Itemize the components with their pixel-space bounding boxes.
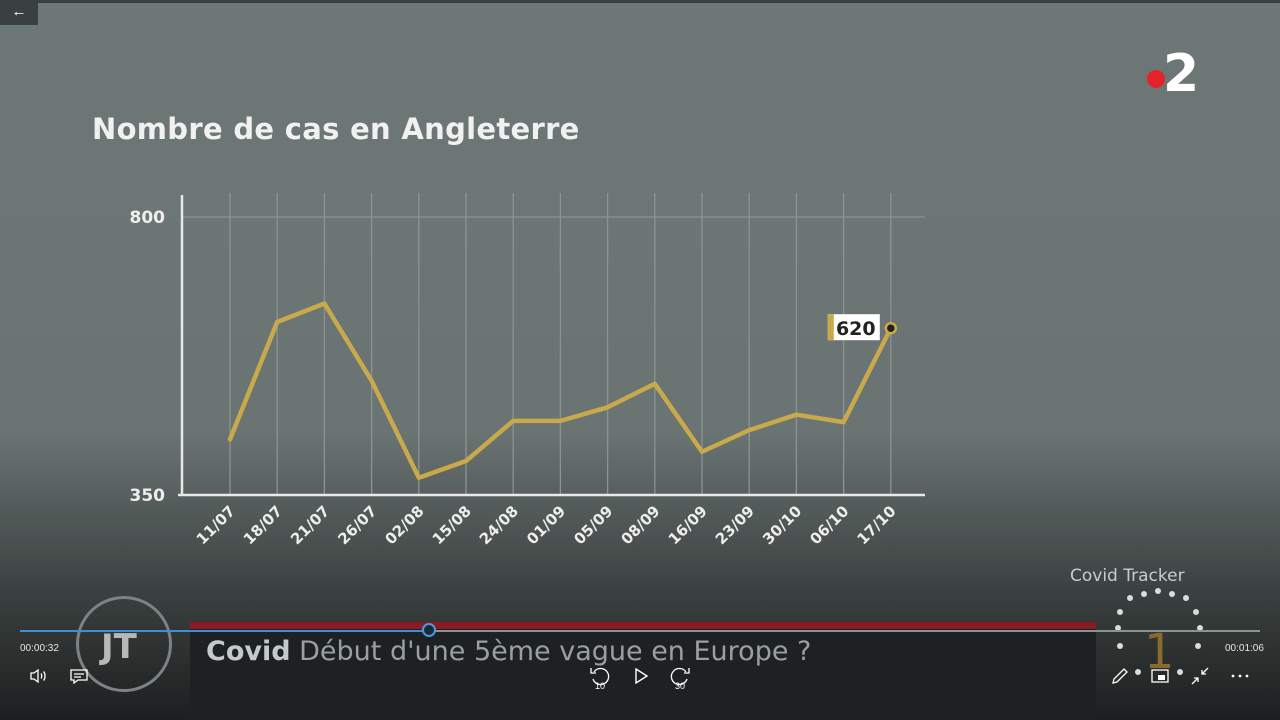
covid-tracker-label: Covid Tracker [1070, 566, 1185, 586]
pencil-icon [1112, 668, 1128, 684]
x-tick-label: 08/09 [618, 502, 664, 548]
arrow-left-icon: ← [11, 3, 27, 20]
skip-forward-label: 30 [675, 681, 686, 691]
show-logo-ring [76, 596, 172, 692]
play-icon [635, 667, 649, 685]
rewind-icon [590, 667, 610, 686]
title-bar [0, 0, 1280, 3]
channel-logo-dot [1147, 70, 1165, 88]
headline-topic: Covid [206, 636, 291, 667]
fast-forward-icon [670, 667, 690, 686]
callout-accent [827, 314, 834, 341]
covid-tracker-dial: 1 [1115, 588, 1203, 680]
back-button[interactable]: ← [0, 0, 38, 25]
y-tick-label: 800 [130, 208, 166, 228]
skip-back-button[interactable]: 10 [588, 664, 612, 691]
x-tick-label: 06/10 [806, 502, 852, 548]
x-tick-label: 05/09 [570, 502, 616, 548]
show-logo: JT [101, 627, 137, 667]
more-options-button[interactable] [1228, 664, 1252, 688]
x-tick-label: 18/07 [240, 502, 286, 548]
x-tick-label: 01/09 [523, 502, 569, 548]
skip-forward-button[interactable]: 30 [668, 664, 692, 691]
x-tick-label: 16/09 [665, 502, 711, 548]
chart-title: Nombre de cas en Angleterre [92, 112, 580, 146]
seek-bar-thumb[interactable] [422, 623, 437, 637]
x-tick-label: 26/07 [334, 502, 380, 548]
callout-box [827, 314, 880, 341]
captions-icon [70, 669, 88, 685]
captions-button[interactable] [67, 664, 91, 688]
channel-logo: 2 [1145, 44, 1209, 104]
callout-label: 620 [836, 318, 876, 340]
headline-text: Début d'une 5ème vague en Europe ? [299, 636, 812, 667]
channel-logo-number: 2 [1163, 44, 1200, 104]
data-series-line [227, 301, 894, 480]
lower-third-accent [190, 622, 1096, 629]
x-tick-label: 15/08 [429, 502, 475, 548]
skip-back-label: 10 [595, 681, 606, 691]
total-time: 00:01:06 [1225, 643, 1264, 654]
exit-fullscreen-icon [1191, 667, 1209, 685]
y-tick-label: 350 [130, 486, 166, 506]
seek-bar-track[interactable] [20, 630, 1260, 632]
svg-text:1: 1 [1144, 624, 1175, 680]
x-tick-label: 30/10 [759, 502, 805, 548]
data-point-marker [884, 321, 898, 335]
x-tick-label: 23/09 [712, 502, 758, 548]
picture-in-picture-icon [1151, 669, 1169, 683]
lower-third-banner: Covid Début d'une 5ème vague en Europe ? [190, 622, 1096, 720]
more-icon [1231, 674, 1249, 678]
elapsed-time: 00:00:32 [20, 643, 59, 654]
x-tick-label: 02/08 [382, 502, 428, 548]
x-tick-label: 21/07 [287, 502, 333, 548]
exit-fullscreen-button[interactable] [1188, 664, 1212, 688]
volume-button[interactable] [27, 664, 51, 688]
speaker-icon [30, 668, 46, 684]
edit-button[interactable] [1108, 664, 1132, 688]
lower-third-headline: Covid Début d'une 5ème vague en Europe ? [206, 636, 811, 667]
x-tick-label: 24/08 [476, 502, 522, 548]
x-tick-label: 11/07 [193, 502, 239, 548]
mini-view-button[interactable] [1148, 664, 1172, 688]
seek-bar-progress [20, 630, 430, 632]
x-tick-label: 17/10 [854, 502, 900, 548]
play-button[interactable] [628, 664, 652, 688]
